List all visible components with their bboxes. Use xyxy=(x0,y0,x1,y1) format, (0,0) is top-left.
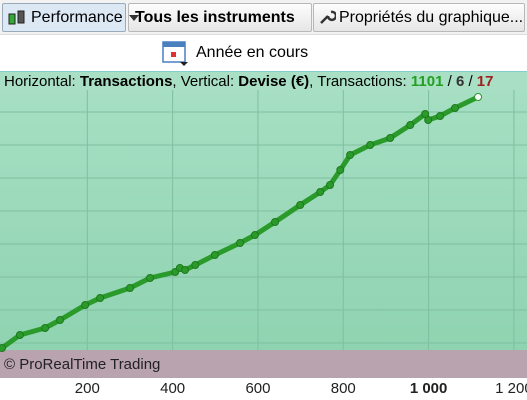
t-label: , Transactions: xyxy=(309,73,411,90)
trade-point xyxy=(336,166,345,174)
calendar-icon[interactable] xyxy=(162,39,190,67)
x-tick-label: 800 xyxy=(331,380,356,397)
properties-button[interactable]: Propriétés du graphique... xyxy=(313,3,525,32)
info-bar: Horizontal: Transactions, Vertical: Devi… xyxy=(0,71,527,92)
properties-label: Propriétés du graphique... xyxy=(339,9,524,26)
trade-point xyxy=(56,316,65,324)
trade-point xyxy=(81,301,90,309)
chart: © ProRealTime Trading 200 400 600 800 1 000 1… xyxy=(0,90,527,397)
middle-count: 6 xyxy=(455,73,465,90)
dropdown-arrow xyxy=(129,15,139,21)
v-value: Devise (€) xyxy=(238,73,310,90)
v-label: , Vertical: xyxy=(172,73,239,90)
trade-point xyxy=(96,294,105,302)
trade-point xyxy=(366,141,375,149)
trade-point xyxy=(326,181,335,189)
performance-label: Performance xyxy=(31,9,123,26)
instruments-label: Tous les instruments xyxy=(135,9,295,26)
total-count: 1101 xyxy=(410,73,444,90)
last-count: 17 xyxy=(476,73,494,90)
trade-point xyxy=(191,261,200,269)
trade-point xyxy=(271,218,280,226)
trade-point xyxy=(316,188,325,196)
trade-point xyxy=(250,231,259,239)
trade-point xyxy=(125,284,134,292)
trade-point xyxy=(0,344,6,352)
trade-point xyxy=(146,274,155,282)
trade-point xyxy=(41,324,50,332)
trade-point xyxy=(15,331,24,339)
trade-point xyxy=(210,251,219,259)
wrench-icon xyxy=(320,10,336,24)
trade-point xyxy=(386,134,395,142)
trade-point xyxy=(406,121,415,129)
trade-point xyxy=(181,266,190,274)
candle-icon xyxy=(8,10,25,25)
period-row: Année en cours xyxy=(0,36,527,70)
footer: © ProRealTime Trading xyxy=(4,356,160,373)
performance-button[interactable]: Performance xyxy=(2,3,126,32)
separator: / xyxy=(464,73,477,90)
x-tick-label: 1 000 xyxy=(410,380,448,397)
trade-point xyxy=(451,104,460,112)
trade-point xyxy=(296,201,305,209)
h-label: Horizontal: xyxy=(4,73,80,90)
x-tick-label: 600 xyxy=(245,380,270,397)
trade-point xyxy=(424,116,433,124)
period-label: Année en cours xyxy=(196,44,309,61)
trade-point xyxy=(236,239,245,247)
trade-point xyxy=(346,151,355,159)
separator: / xyxy=(443,73,456,90)
trade-point xyxy=(474,93,483,101)
x-tick-label: 400 xyxy=(160,380,185,397)
x-tick-label: 200 xyxy=(75,380,100,397)
toolbar: Performance Tous les instruments Proprié… xyxy=(0,0,527,35)
footer-band xyxy=(0,350,527,378)
h-value: Transactions xyxy=(79,73,173,90)
instruments-dropdown[interactable]: Tous les instruments xyxy=(128,3,312,32)
trade-point xyxy=(436,112,445,120)
x-tick-label: 1 200 xyxy=(495,380,527,397)
